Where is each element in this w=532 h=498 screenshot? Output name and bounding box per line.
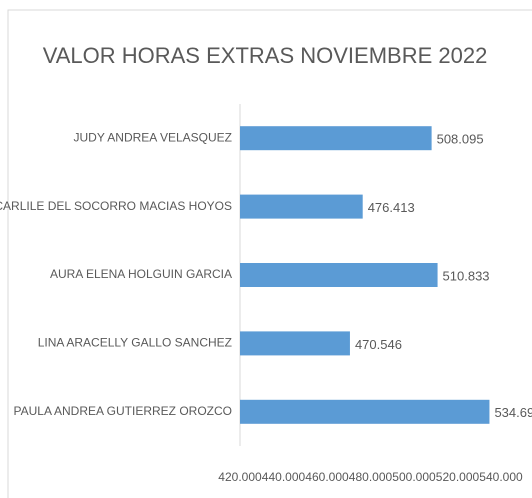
x-tick-label: 440.000 [262,470,306,484]
data-label: 510.833 [443,268,490,283]
x-tick-label: 460.000 [305,470,349,484]
y-tick-label: LINA ARACELLY GALLO SANCHEZ [38,336,232,350]
y-tick-label: CARLILE DEL SOCORRO MACIAS HOYOS [0,199,232,213]
chart-title: VALOR HORAS EXTRAS NOVIEMBRE 2022 [43,43,488,68]
bar [240,194,363,219]
chart-frame [7,9,532,498]
bar [240,331,350,356]
data-label: 534.693 [494,405,532,420]
x-tick-label: 480.000 [349,470,393,484]
data-label: 476.413 [368,200,415,215]
bar [240,126,432,151]
bar [240,263,438,287]
data-label: 470.546 [355,337,402,352]
data-label: 508.095 [437,132,484,147]
x-tick-label: 520.000 [436,470,480,484]
x-tick-label: 500.000 [392,470,436,484]
bar [240,399,490,424]
x-tick-label: 540.000 [479,470,523,484]
x-tick-label: 420.000 [218,470,262,484]
y-tick-label: AURA ELENA HOLGUIN GARCIA [50,267,232,281]
y-tick-label: PAULA ANDREA GUTIERREZ OROZCO [14,404,232,418]
y-tick-label: JUDY ANDREA VELASQUEZ [74,130,233,144]
